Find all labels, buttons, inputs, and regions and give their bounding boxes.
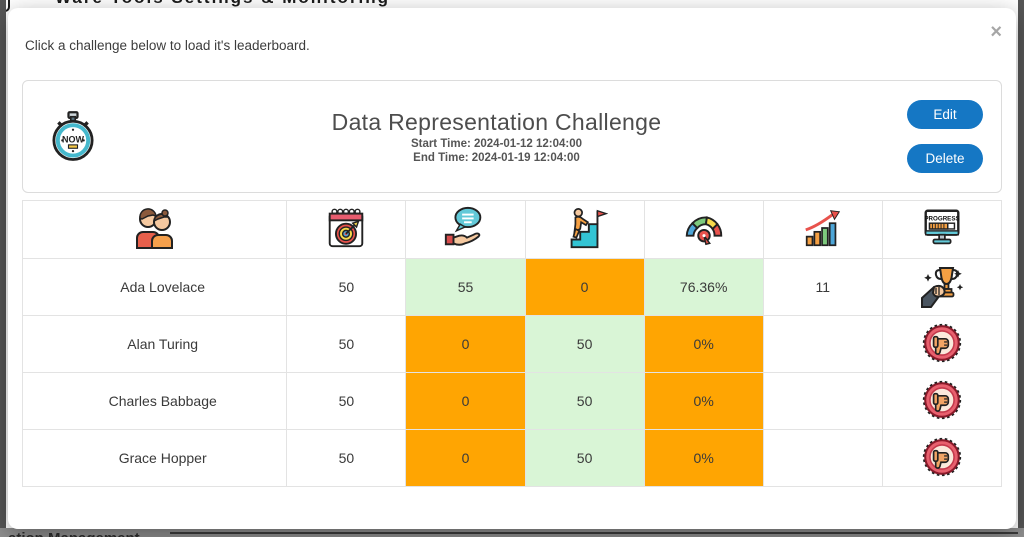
- participant-name: Alan Turing: [21, 315, 288, 373]
- table-row: Alan Turing 50 0 50 0%: [21, 315, 1003, 373]
- result-cell: [881, 372, 1003, 430]
- trophy-icon: [920, 266, 965, 308]
- participant-name: Charles Babbage: [21, 372, 288, 430]
- metric-cell: 50: [524, 429, 645, 487]
- metric-cell: 0%: [643, 372, 764, 430]
- participant-name: Grace Hopper: [21, 429, 288, 487]
- metric-cell: 0%: [643, 429, 764, 487]
- metric-cell: 11: [762, 258, 883, 316]
- leaderboard-table: Ada Lovelace 50 55 0 76.36% 11 Alan Turi…: [21, 200, 1003, 487]
- modal-message: Click a challenge below to load it's lea…: [25, 38, 310, 53]
- challenge-start-time: Start Time: 2024-01-12 12:04:00: [410, 138, 583, 150]
- background-bottom-strip: ation Management: [0, 528, 1024, 537]
- table-row: Charles Babbage 50 0 50 0%: [21, 372, 1003, 430]
- metric-cell: 0%: [643, 315, 764, 373]
- participants-icon: [21, 200, 288, 259]
- close-icon[interactable]: ×: [990, 21, 1002, 43]
- background-right-edge: [1018, 0, 1024, 537]
- result-cell: [881, 258, 1003, 316]
- edit-button[interactable]: Edit: [907, 100, 983, 129]
- challenge-title: Data Representation Challenge: [331, 109, 662, 135]
- background-bottom-rule: [170, 532, 1018, 534]
- participant-name: Ada Lovelace: [21, 258, 288, 316]
- result-cell: [881, 429, 1003, 487]
- challenge-actions: Edit Delete: [888, 100, 983, 173]
- thumbs-down-icon: [922, 437, 962, 476]
- metric-cell: 76.36%: [643, 258, 764, 316]
- metric-cell: 50: [286, 258, 407, 316]
- metric-cell: 55: [405, 258, 526, 316]
- metric-cell: 50: [524, 372, 645, 430]
- stopwatch-now-icon: [41, 109, 105, 164]
- background-top-text: Ware Tools Settings & Monitoring: [55, 0, 390, 8]
- challenge-card[interactable]: Data Representation Challenge Start Time…: [22, 80, 1002, 193]
- background-top-strip: Ware Tools Settings & Monitoring: [0, 0, 1024, 9]
- gauge-icon: [643, 200, 764, 259]
- metric-cell: 0: [524, 258, 645, 316]
- metric-cell: 50: [286, 372, 407, 430]
- header-row: [21, 200, 1003, 259]
- result-cell: [881, 315, 1003, 373]
- challenge-info: Data Representation Challenge Start Time…: [105, 109, 888, 164]
- table-row: Ada Lovelace 50 55 0 76.36% 11: [21, 258, 1003, 316]
- metric-cell: 0: [405, 372, 526, 430]
- thumbs-down-icon: [922, 380, 962, 419]
- metric-cell: 50: [286, 429, 407, 487]
- delete-button[interactable]: Delete: [907, 144, 983, 173]
- table-row: Grace Hopper 50 0 50 0%: [21, 429, 1003, 487]
- metric-cell: [762, 372, 883, 430]
- target-calendar-icon: [286, 200, 407, 259]
- background-left-edge: [0, 0, 6, 537]
- leaderboard-modal: Click a challenge below to load it's lea…: [8, 8, 1016, 529]
- background-bottom-text: ation Management: [8, 530, 140, 537]
- feedback-offer-icon: [405, 200, 526, 259]
- metric-cell: 0: [405, 315, 526, 373]
- progress-monitor-icon: [881, 200, 1003, 259]
- metric-cell: 50: [286, 315, 407, 373]
- challenge-end-time: End Time: 2024-01-19 12:04:00: [413, 152, 580, 164]
- thumbs-down-icon: [922, 323, 962, 362]
- metric-cell: 0: [405, 429, 526, 487]
- metric-cell: [762, 429, 883, 487]
- metric-cell: 50: [524, 315, 645, 373]
- progress-steps-icon: [524, 200, 645, 259]
- metric-cell: [762, 315, 883, 373]
- growth-chart-icon: [762, 200, 883, 259]
